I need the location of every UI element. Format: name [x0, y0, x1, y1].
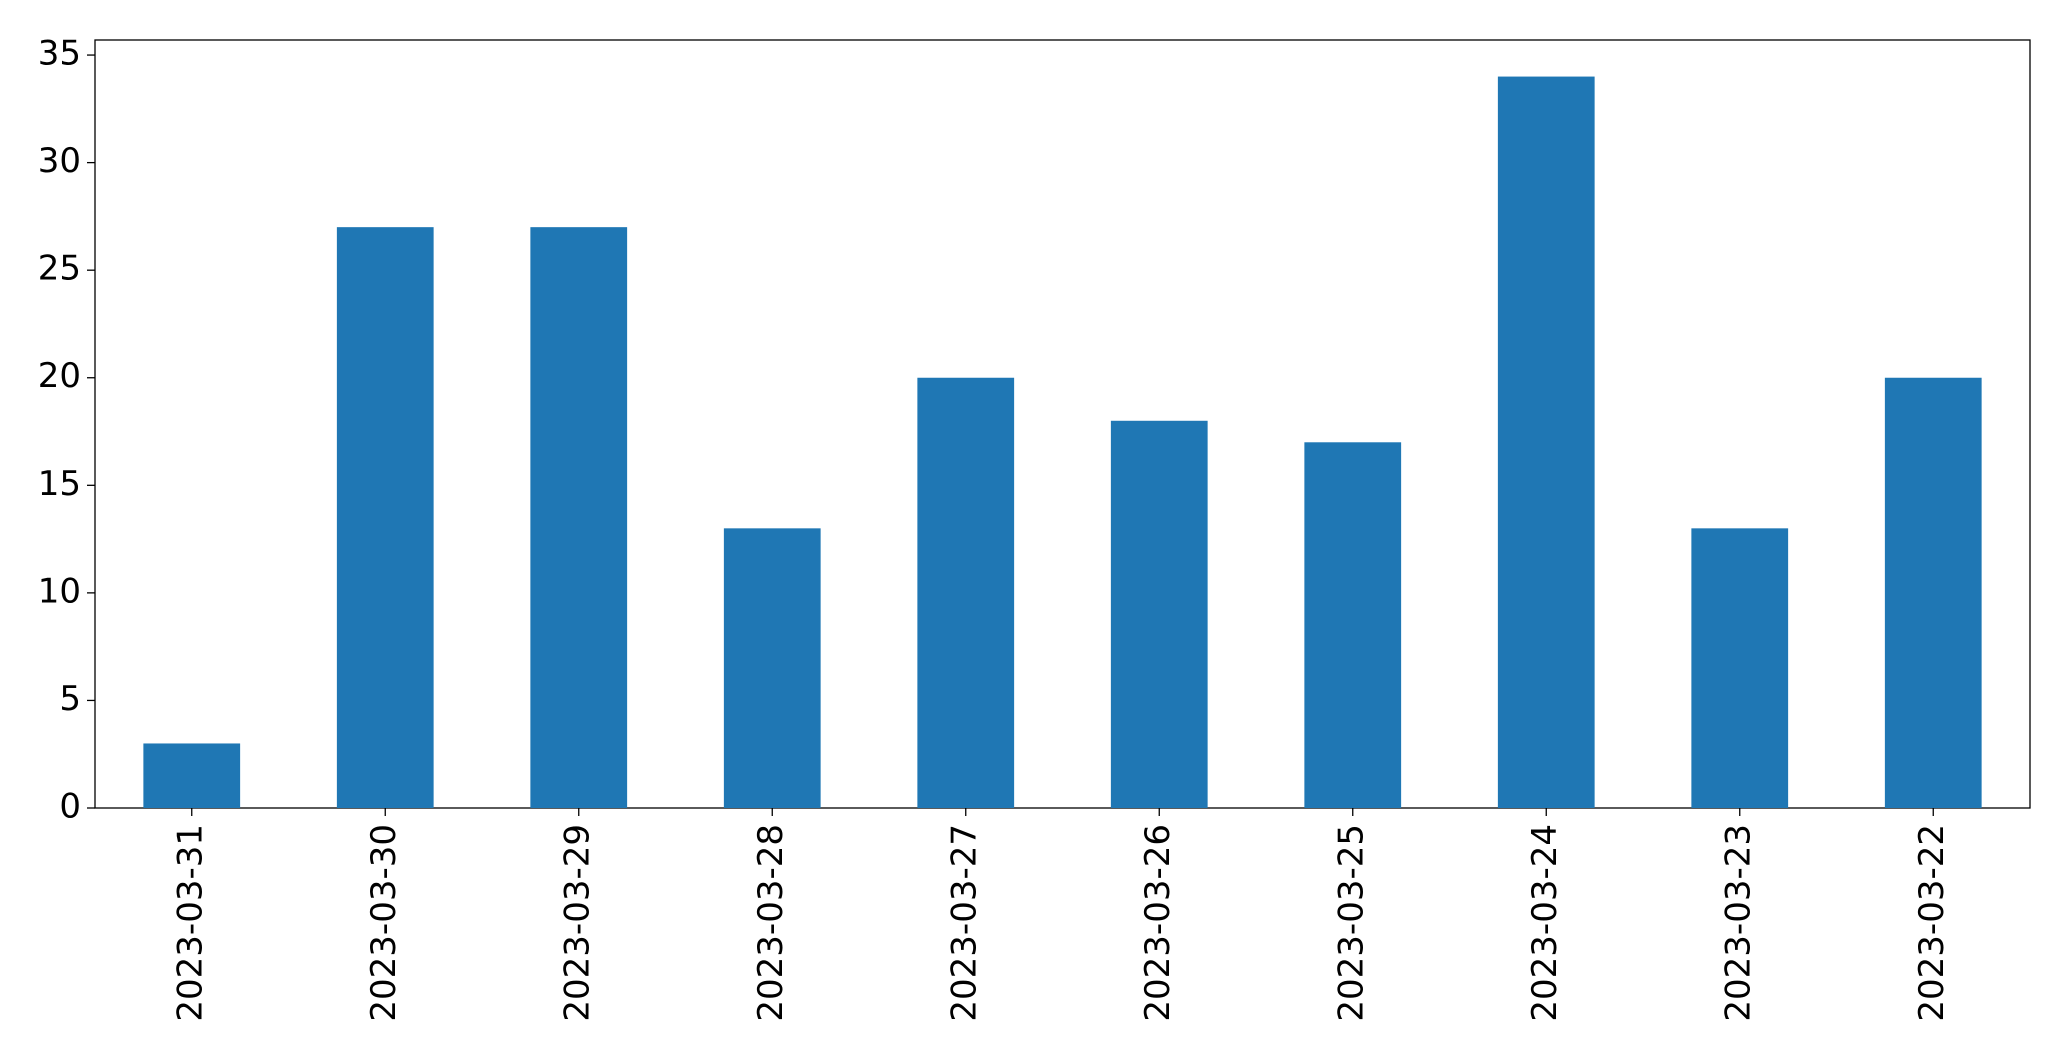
x-tick-label: 2023-03-22 [1912, 824, 1952, 1022]
bar [1497, 76, 1595, 809]
x-tick-label: 2023-03-31 [170, 824, 210, 1022]
x-tick-label: 2023-03-24 [1525, 824, 1565, 1022]
bar [1691, 528, 1789, 808]
x-tick-label: 2023-03-28 [751, 824, 791, 1022]
x-tick-label: 2023-03-29 [557, 824, 597, 1022]
bar [1884, 377, 1982, 808]
x-tick-label: 2023-03-26 [1138, 824, 1178, 1022]
y-tick-label: 20 [38, 356, 81, 396]
bar [336, 227, 434, 808]
y-tick-label: 35 [38, 34, 81, 74]
bar [1110, 420, 1208, 808]
y-tick-label: 25 [38, 249, 81, 289]
bar [143, 743, 241, 808]
x-tick-label: 2023-03-30 [364, 824, 404, 1022]
plot-frame [94, 39, 2031, 809]
y-tick-label: 5 [59, 679, 81, 719]
x-tick-label: 2023-03-25 [1331, 824, 1371, 1022]
bar [1304, 442, 1402, 808]
y-tick-label: 10 [38, 571, 81, 611]
x-tick-label: 2023-03-27 [944, 824, 984, 1022]
bar [530, 227, 628, 808]
y-tick-label: 0 [59, 787, 81, 827]
x-tick-label: 2023-03-23 [1718, 824, 1758, 1022]
bar [723, 528, 821, 808]
bar [917, 377, 1015, 808]
y-tick-label: 30 [38, 141, 81, 181]
y-tick-label: 15 [38, 464, 81, 504]
